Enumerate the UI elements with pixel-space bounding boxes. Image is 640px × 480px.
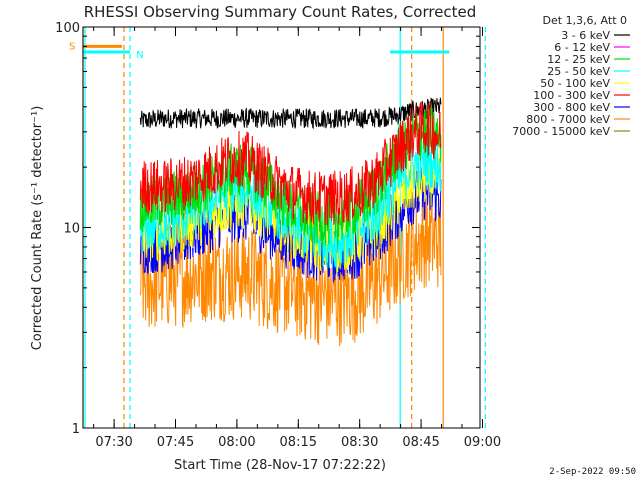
x-tick-label: 07:45: [157, 435, 194, 450]
legend-label: 50 - 100 keV: [540, 77, 610, 90]
x-axis: 07:30 07:45 08:00 08:15 08:30 08:45 09:00: [93, 27, 501, 450]
legend-label: 12 - 25 keV: [547, 53, 610, 66]
series-line: [139, 100, 442, 226]
x-tick-label: 08:30: [341, 435, 378, 450]
x-axis-label: Start Time (28-Nov-17 07:22:22): [174, 458, 386, 473]
series-line: [139, 134, 442, 270]
legend-label: 3 - 6 keV: [561, 29, 610, 42]
x-tick-label: 08:15: [280, 435, 317, 450]
series-line: [139, 97, 442, 130]
y-tick-label: 100: [55, 21, 80, 36]
x-tick-label: 07:30: [95, 435, 132, 450]
generation-timestamp: 2-Sep-2022 09:50: [549, 467, 636, 477]
flag-label: N: [136, 50, 143, 61]
x-tick-label: 08:45: [402, 435, 439, 450]
legend-label: 800 - 7000 keV: [526, 113, 610, 126]
series-line: [139, 149, 442, 274]
data-series: [139, 97, 442, 347]
y-axis: 1 10 100: [55, 21, 480, 437]
attenuator-flags: SN: [69, 41, 450, 61]
y-tick-label: 10: [63, 222, 80, 237]
y-tick-label: 1: [72, 422, 80, 437]
legend-label: 25 - 50 keV: [547, 65, 610, 78]
chart-title: RHESSI Observing Summary Count Rates, Co…: [84, 3, 477, 21]
y-axis-label: Corrected Count Rate (s⁻¹ detector⁻¹): [30, 106, 45, 351]
legend-label: 7000 - 15000 keV: [512, 125, 610, 138]
legend-title: Det 1,3,6, Att 0: [543, 14, 627, 27]
legend-label: 6 - 12 keV: [554, 41, 610, 54]
legend-label: 300 - 800 keV: [533, 101, 610, 114]
x-tick-label: 09:00: [464, 435, 501, 450]
flag-label: S: [69, 41, 75, 52]
x-tick-label: 08:00: [218, 435, 255, 450]
legend-label: 100 - 300 keV: [533, 89, 610, 102]
